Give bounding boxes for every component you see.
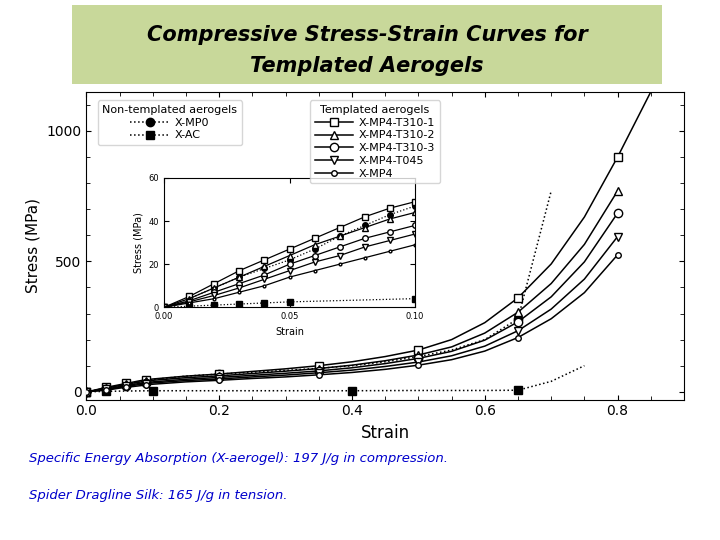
Y-axis label: Stress (MPa): Stress (MPa) [26, 198, 41, 293]
Text: Specific Energy Absorption (X-aerogel): 197 J/g in compression.: Specific Energy Absorption (X-aerogel): … [29, 451, 448, 465]
Text: Templated Aerogels: Templated Aerogels [251, 57, 484, 77]
Text: Compressive Stress-Strain Curves for: Compressive Stress-Strain Curves for [147, 25, 588, 45]
X-axis label: Strain: Strain [361, 424, 410, 442]
Text: Spider Dragline Silk: 165 J/g in tension.: Spider Dragline Silk: 165 J/g in tension… [29, 489, 287, 503]
Legend: X-MP4-T310-1, X-MP4-T310-2, X-MP4-T310-3, X-MP4-T045, X-MP4: X-MP4-T310-1, X-MP4-T310-2, X-MP4-T310-3… [310, 100, 440, 183]
